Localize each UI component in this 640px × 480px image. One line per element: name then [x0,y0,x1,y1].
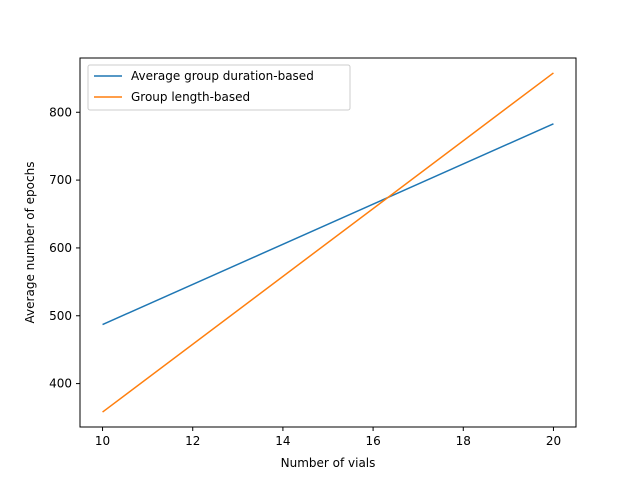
x-axis-ticks: 10 12 14 16 18 20 [95,427,561,448]
legend-label-2: Group length-based [131,90,250,104]
y-axis-label: Average number of epochs [23,162,37,324]
y-tick-label: 800 [49,105,72,119]
x-tick-label: 14 [275,434,290,448]
legend: Average group duration-based Group length… [87,64,351,111]
y-tick-label: 500 [49,309,72,323]
series-line-2 [102,72,554,413]
y-axis-ticks: 400 500 600 700 800 [49,105,80,391]
x-tick-label: 16 [365,434,380,448]
x-tick-label: 10 [95,434,110,448]
x-tick-label: 18 [456,434,471,448]
y-tick-label: 400 [49,377,72,391]
axes-frame [79,57,577,428]
y-tick-label: 600 [49,241,72,255]
x-tick-label: 12 [185,434,200,448]
x-axis-label: Number of vials [281,456,376,470]
y-tick-label: 700 [49,173,72,187]
series-line-1 [102,123,554,326]
plot-content [102,72,554,413]
legend-label-1: Average group duration-based [131,69,314,83]
legend-box [87,64,351,111]
x-tick-label: 20 [546,434,561,448]
